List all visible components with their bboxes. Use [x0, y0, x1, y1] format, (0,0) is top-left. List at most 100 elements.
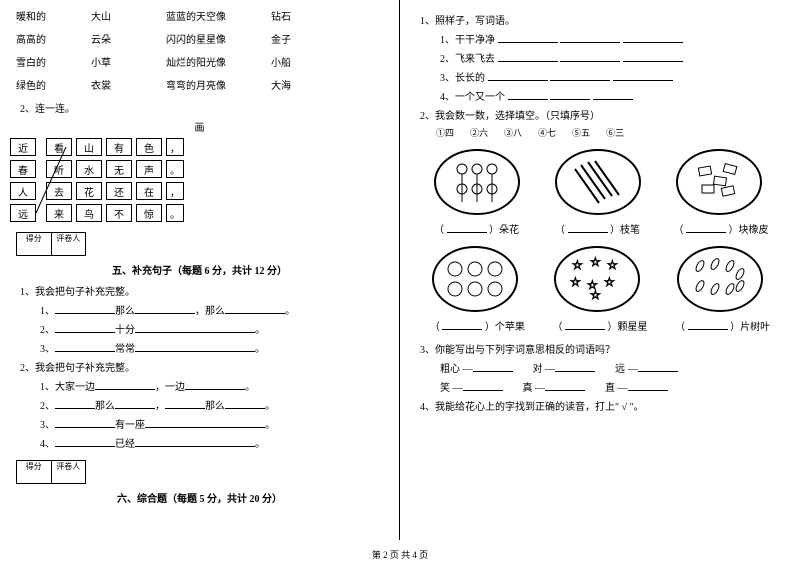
poem-cell: 来 — [46, 204, 72, 222]
poem-cell: 不 — [106, 204, 132, 222]
apples-icon — [430, 244, 520, 314]
svg-text:☆: ☆ — [604, 275, 615, 289]
side-char: 近 — [10, 138, 36, 156]
match-cell: 高高的 — [16, 31, 61, 46]
blank[interactable] — [638, 360, 678, 372]
q2-label: 2、连一连。 — [20, 100, 383, 115]
poem-cell: 色 — [136, 138, 162, 156]
blank[interactable] — [165, 397, 205, 409]
side-char: 人 — [10, 182, 36, 200]
blank[interactable] — [623, 50, 683, 62]
num: 1、 — [40, 306, 55, 317]
blank[interactable] — [508, 88, 548, 100]
blank[interactable] — [145, 416, 265, 428]
blank[interactable] — [560, 50, 620, 62]
blank[interactable] — [185, 378, 245, 390]
poem-cell: 声 — [136, 160, 162, 178]
blank[interactable] — [565, 318, 605, 330]
erasers-icon — [674, 147, 764, 217]
blank[interactable] — [545, 379, 585, 391]
blank[interactable] — [686, 221, 726, 233]
right-column: 1、照样子，写词语。 1、干干净净 2、飞来飞去 3、长长的 4、一个又一个 2… — [400, 0, 800, 540]
blank[interactable] — [135, 435, 255, 447]
blank[interactable] — [550, 69, 610, 81]
flowers-icon — [432, 147, 522, 217]
blank[interactable] — [613, 69, 673, 81]
poem-cell: 看 — [46, 138, 72, 156]
num: 3、 — [40, 420, 55, 431]
score-box: 得分 评卷人 — [16, 232, 86, 256]
oval-row-2: （ ）个苹果 ☆☆☆☆☆☆☆ （ ）颗星星 （ ）片树叶 — [416, 244, 784, 333]
matching-words: 暖和的大山蓝蓝的天空像钻石 高高的云朵闪闪的星星像金子 雪白的小草灿烂的阳光像小… — [16, 8, 383, 92]
num: 1、大家一边 — [40, 382, 95, 393]
match-cell: 绿色的 — [16, 77, 61, 92]
num: 3、 — [40, 344, 55, 355]
blank[interactable] — [115, 397, 155, 409]
blank[interactable] — [463, 379, 503, 391]
blank[interactable] — [55, 397, 95, 409]
score-box: 得分 评卷人 — [16, 460, 86, 484]
match-cell: 小船 — [271, 54, 311, 69]
side-char: 春 — [10, 160, 36, 178]
blank[interactable] — [225, 397, 265, 409]
q4: 4、我能给花心上的字找到正确的读音，打上" √ "。 — [420, 398, 784, 413]
blank[interactable] — [55, 340, 115, 352]
poem-cell: 山 — [76, 138, 102, 156]
blank[interactable] — [498, 31, 558, 43]
blank[interactable] — [225, 302, 285, 314]
blank[interactable] — [593, 88, 633, 100]
poem-grid: 近 春 人 远 看山有色， 听水无声。 去花还在， 来鸟不惊。 — [46, 138, 383, 222]
blank[interactable] — [498, 50, 558, 62]
num: 2、 — [40, 401, 55, 412]
grader-label: 评卷人 — [52, 233, 86, 255]
poem-cell: ， — [166, 138, 184, 156]
poem-cell: 花 — [76, 182, 102, 200]
blank[interactable] — [95, 378, 155, 390]
blank[interactable] — [55, 321, 115, 333]
q2: 2、我会数一数，选择填空。（只填序号） — [420, 107, 784, 122]
side-char: 远 — [10, 204, 36, 222]
blank[interactable] — [442, 318, 482, 330]
blank[interactable] — [55, 302, 115, 314]
blank[interactable] — [628, 379, 668, 391]
svg-text:☆: ☆ — [590, 288, 601, 302]
blank[interactable] — [550, 88, 590, 100]
blank[interactable] — [55, 435, 115, 447]
blank[interactable] — [488, 69, 548, 81]
poem-cell: 鸟 — [76, 204, 102, 222]
blank[interactable] — [473, 360, 513, 372]
match-cell: 雪白的 — [16, 54, 61, 69]
svg-text:☆: ☆ — [590, 255, 601, 269]
svg-text:☆: ☆ — [570, 275, 581, 289]
blank[interactable] — [135, 321, 255, 333]
match-cell: 大海 — [271, 77, 311, 92]
q1: 1、照样子，写词语。 — [420, 12, 784, 27]
poem-cell: 去 — [46, 182, 72, 200]
poem-cell: 无 — [106, 160, 132, 178]
match-cell: 云朵 — [91, 31, 136, 46]
blank[interactable] — [135, 302, 195, 314]
blank[interactable] — [135, 340, 255, 352]
stars-icon: ☆☆☆☆☆☆☆ — [552, 244, 642, 314]
poem-cell: 听 — [46, 160, 72, 178]
blank[interactable] — [55, 416, 115, 428]
blank[interactable] — [447, 221, 487, 233]
oval-row-1: （ ）朵花 （ ）枝笔 （ ）块橡皮 — [416, 147, 784, 236]
poem-cell: 。 — [166, 204, 184, 222]
blank[interactable] — [568, 221, 608, 233]
examples: 1、干干净净 2、飞来飞去 3、长长的 4、一个又一个 — [436, 31, 784, 103]
blank[interactable] — [555, 360, 595, 372]
blank[interactable] — [623, 31, 683, 43]
match-cell: 钻石 — [271, 8, 311, 23]
blank[interactable] — [688, 318, 728, 330]
match-cell: 金子 — [271, 31, 311, 46]
fill-group-1: 1、那么，那么。 2、十分。 3、常常。 — [36, 302, 383, 355]
poem-cell: 。 — [166, 160, 184, 178]
options: ①四②六③八④七⑤五⑥三 — [436, 126, 784, 139]
score-label: 得分 — [17, 461, 52, 483]
leaves-icon — [675, 244, 765, 314]
blank[interactable] — [560, 31, 620, 43]
num: 4、 — [40, 439, 55, 450]
section-6-title: 六、综合题（每题 5 分，共计 20 分） — [16, 490, 383, 505]
match-cell: 闪闪的星星像 — [166, 31, 241, 46]
